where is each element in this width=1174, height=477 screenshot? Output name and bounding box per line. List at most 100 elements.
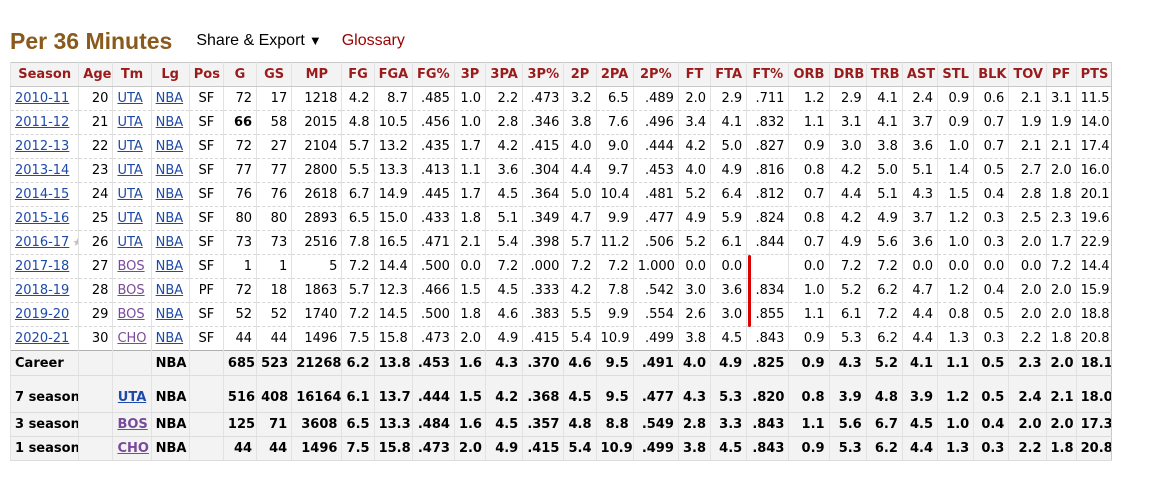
cell-gs: 73: [256, 230, 292, 255]
column-header[interactable]: FG: [341, 62, 375, 87]
season-link[interactable]: 2011-12: [15, 115, 70, 130]
cell-season: 2017-18: [9, 254, 79, 279]
column-header[interactable]: TRB: [865, 62, 903, 87]
column-header[interactable]: MP: [291, 62, 342, 87]
cell-trb: 4.9: [865, 206, 903, 231]
summary-cell-p2a: 9.5: [595, 350, 634, 376]
cell-trb: 3.8: [865, 134, 903, 159]
column-header[interactable]: AST: [901, 62, 938, 87]
table-row: 2016-17★26UTANBASF737325167.816.5.4712.1…: [9, 230, 1112, 255]
column-header[interactable]: 2P: [563, 62, 597, 87]
team-link[interactable]: UTA: [117, 91, 143, 106]
team-link[interactable]: CHO: [117, 331, 147, 346]
column-header[interactable]: FT%: [746, 62, 789, 87]
season-link[interactable]: 2018-19: [15, 283, 70, 298]
column-header[interactable]: Tm: [112, 62, 152, 87]
column-header[interactable]: DRB: [828, 62, 867, 87]
red-annotation-mark: [748, 255, 751, 327]
summary-cell-ft: 4.3: [677, 375, 711, 413]
cell-ftp: .832: [746, 110, 789, 135]
column-header[interactable]: 3PA: [485, 62, 523, 87]
summary-cell-age: [78, 412, 113, 437]
league-link[interactable]: NBA: [155, 91, 184, 106]
column-header[interactable]: G: [222, 62, 257, 87]
column-header[interactable]: 3P: [453, 62, 486, 87]
season-link[interactable]: 2013-14: [15, 163, 70, 178]
season-link[interactable]: 2019-20: [15, 307, 70, 322]
team-link[interactable]: BOS: [117, 307, 145, 322]
cell-fta: 4.5: [710, 326, 747, 351]
season-link[interactable]: 2014-15: [15, 187, 70, 202]
cell-blk: 0.3: [973, 326, 1009, 351]
team-link[interactable]: BOS: [117, 259, 145, 274]
league-link[interactable]: NBA: [155, 211, 184, 226]
cell-tov: 0.0: [1008, 254, 1046, 279]
summary-cell-p3p: .357: [522, 412, 564, 437]
team-link[interactable]: UTA: [117, 187, 143, 202]
cell-fg: 4.8: [341, 110, 375, 135]
league-link[interactable]: NBA: [155, 115, 184, 130]
column-header[interactable]: Pos: [188, 62, 224, 87]
team-link[interactable]: UTA: [117, 115, 143, 130]
cell-pos: SF: [188, 326, 224, 351]
summary-cell-p2p: .477: [632, 375, 679, 413]
column-header[interactable]: ORB: [788, 62, 830, 87]
column-header[interactable]: GS: [256, 62, 292, 87]
cell-age: 26: [78, 230, 113, 255]
summary-cell-trb: 5.2: [865, 350, 903, 376]
league-link[interactable]: NBA: [155, 235, 184, 250]
season-link[interactable]: 2020-21: [15, 331, 70, 346]
team-link[interactable]: UTA: [117, 235, 143, 250]
cell-tov: 2.2: [1008, 326, 1046, 351]
column-header[interactable]: Age: [78, 62, 113, 87]
team-link[interactable]: CHO: [117, 441, 149, 456]
team-link[interactable]: BOS: [117, 417, 148, 432]
team-link[interactable]: UTA: [117, 139, 143, 154]
cell-season: 2019-20: [9, 302, 79, 327]
team-link[interactable]: UTA: [117, 389, 147, 405]
cell-lg: NBA: [150, 278, 190, 303]
summary-cell-pts: 17.3: [1075, 412, 1112, 437]
cell-blk: 0.3: [973, 230, 1009, 255]
league-link[interactable]: NBA: [155, 283, 184, 298]
column-header[interactable]: Season: [9, 62, 79, 87]
league-link[interactable]: NBA: [155, 307, 184, 322]
team-link[interactable]: UTA: [117, 211, 143, 226]
team-link[interactable]: UTA: [117, 163, 143, 178]
cell-trb: 6.2: [865, 278, 903, 303]
column-header[interactable]: FGA: [373, 62, 413, 87]
column-header[interactable]: FG%: [411, 62, 455, 87]
share-export-button[interactable]: Share & Export ▼: [196, 32, 321, 50]
league-link[interactable]: NBA: [155, 259, 184, 274]
season-link[interactable]: 2015-16: [15, 211, 70, 226]
table-row: 2020-21 30 CHO NBA SF 44 44 1496 7.5 15.8.473 2.0 4…: [9, 326, 1112, 351]
season-link[interactable]: 2012-13: [15, 139, 70, 154]
season-link[interactable]: 2016-17: [15, 235, 70, 250]
column-header[interactable]: 3P%: [522, 62, 564, 87]
cell-lg: NBA: [150, 86, 190, 111]
season-link[interactable]: 2017-18: [15, 259, 70, 274]
league-link[interactable]: NBA: [155, 331, 184, 346]
league-link[interactable]: NBA: [155, 163, 184, 178]
table-row: 2014-15 24 UTA NBA SF 76 76 2618 6.7 14.9.445 1.7 4…: [9, 182, 1112, 207]
dropdown-caret-icon: ▼: [308, 33, 322, 48]
cell-ft: 3.4: [677, 110, 711, 135]
column-header[interactable]: STL: [937, 62, 974, 87]
column-header[interactable]: 2PA: [595, 62, 634, 87]
column-header[interactable]: 2P%: [632, 62, 679, 87]
column-header[interactable]: FTA: [710, 62, 747, 87]
column-header[interactable]: FT: [677, 62, 711, 87]
column-header[interactable]: Lg: [150, 62, 190, 87]
cell-ftp: .812: [746, 182, 789, 207]
league-link[interactable]: NBA: [155, 139, 184, 154]
cell-fga: 14.9: [373, 182, 413, 207]
league-link[interactable]: NBA: [155, 187, 184, 202]
glossary-link[interactable]: Glossary: [341, 32, 405, 49]
column-header[interactable]: TOV: [1008, 62, 1046, 87]
column-header[interactable]: PTS: [1075, 62, 1112, 87]
column-header[interactable]: PF: [1045, 62, 1077, 87]
season-link[interactable]: 2010-11: [15, 91, 70, 106]
team-link[interactable]: BOS: [117, 283, 145, 298]
column-header[interactable]: BLK: [973, 62, 1009, 87]
cell-trb: 6.2: [865, 326, 903, 351]
